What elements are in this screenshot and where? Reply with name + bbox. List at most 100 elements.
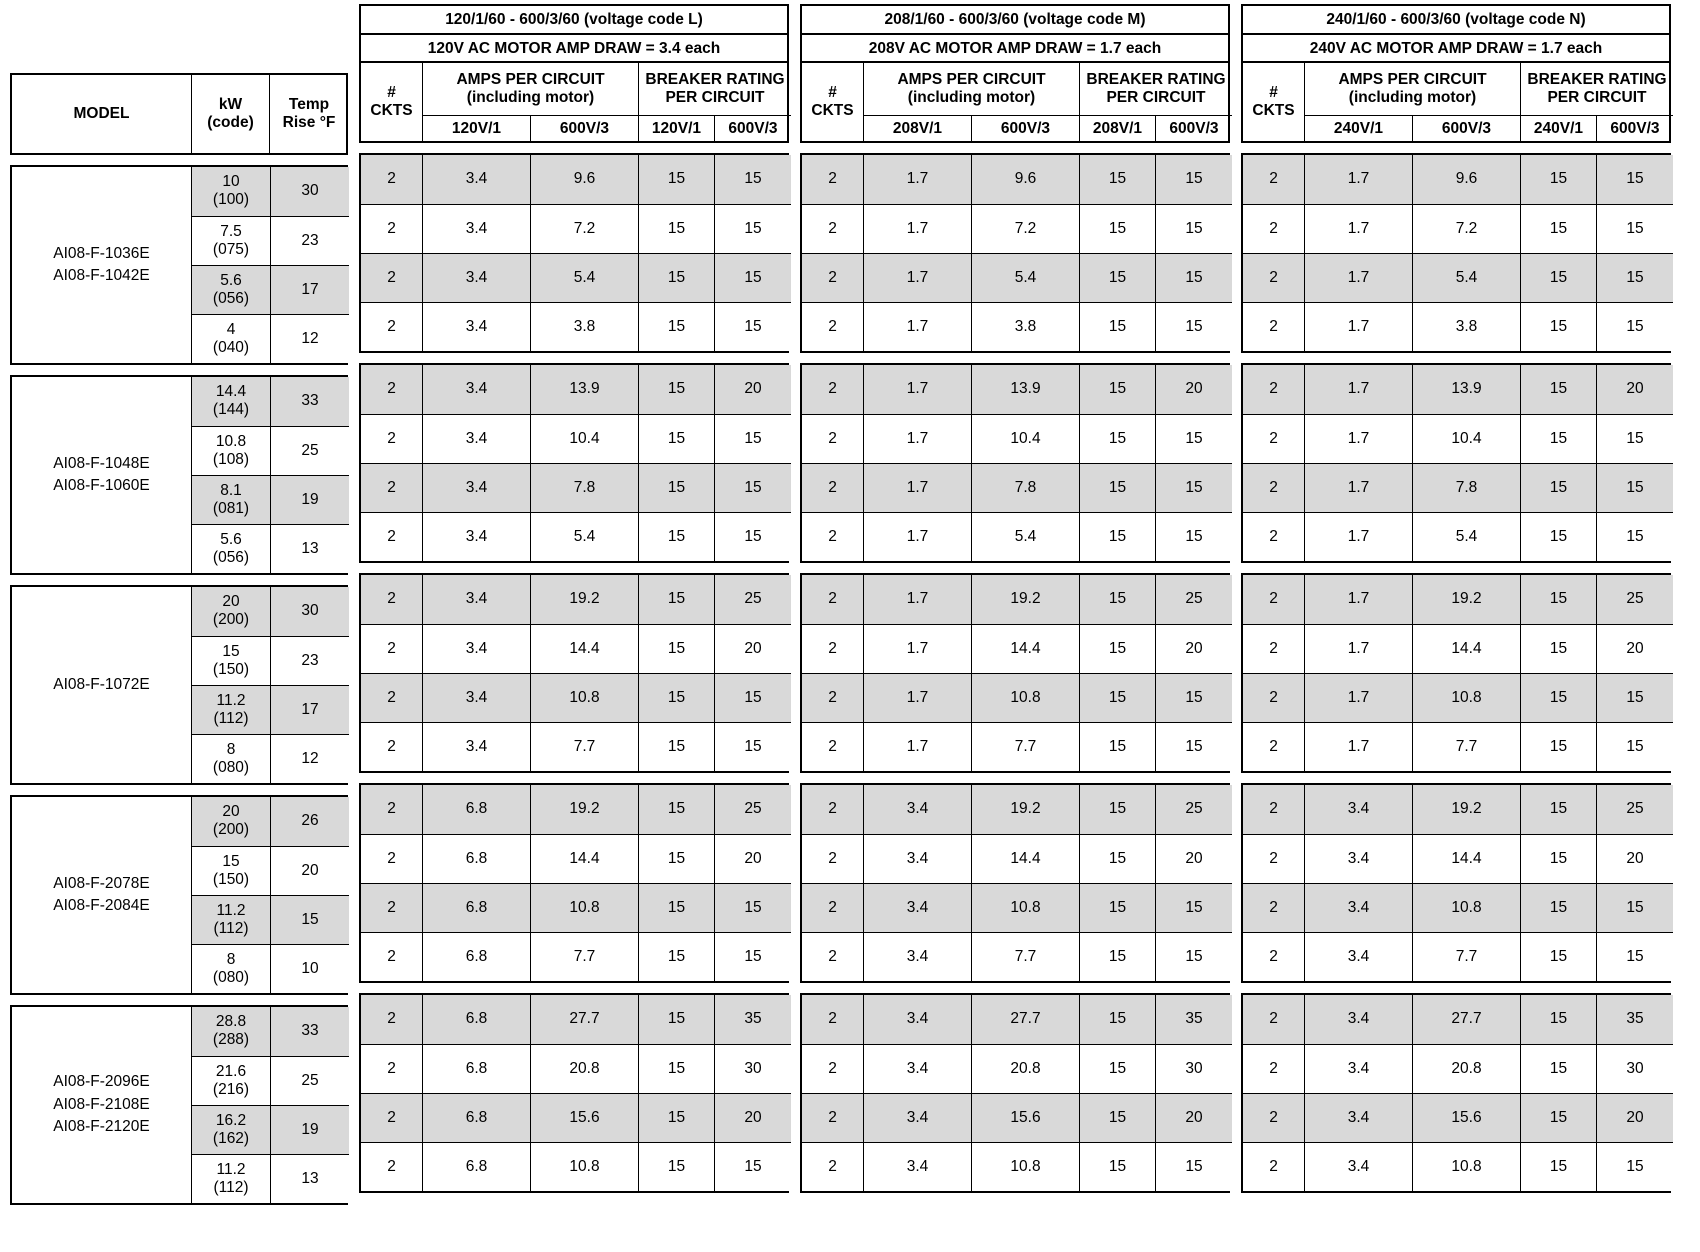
table-row: 2 3.4 20.8 15 30: [802, 1044, 1232, 1093]
table-row: 2 3.4 13.9 15 20: [361, 365, 791, 414]
model-name-cell: AI08-F-2096E AI08-F-2108E AI08-F-2120E: [12, 1007, 192, 1203]
table-row: 2 1.7 7.7 15 15: [802, 722, 1232, 771]
breaker-single-phase-cell: 15: [639, 365, 715, 414]
table-row: 2 3.4 7.7 15 15: [802, 932, 1232, 981]
num-ckts-cell: 2: [1243, 302, 1305, 351]
amps-single-phase-cell: 1.7: [1305, 512, 1413, 561]
table-row: 2 3.4 10.8 15 15: [1243, 1142, 1673, 1191]
left-header-frame: MODEL kW (code) Temp Rise °F: [10, 73, 348, 155]
table-row: 2 1.7 14.4 15 20: [802, 624, 1232, 673]
header-amps-per-circuit: AMPS PER CIRCUIT (including motor): [423, 63, 639, 117]
amps-three-phase-cell: 19.2: [1413, 785, 1521, 834]
num-ckts-cell: 2: [802, 365, 864, 414]
kw-column: 10 (100) 7.5 (075) 5.6 (056) 4 (040): [192, 167, 271, 363]
amps-three-phase-cell: 9.6: [1413, 155, 1521, 204]
amps-single-phase-cell: 1.7: [864, 365, 972, 414]
group-gutter: [1241, 773, 1671, 783]
table-row: 2 1.7 7.8 15 15: [1243, 463, 1673, 512]
breaker-three-phase-cell: 15: [1156, 253, 1232, 302]
header-ckts-line1: #: [1269, 84, 1278, 102]
kw-cell: 8.1 (081): [192, 474, 270, 524]
model-name: AI08-F-1060E: [53, 477, 150, 494]
breaker-single-phase-cell: 15: [639, 302, 715, 351]
kw-code: (112): [213, 709, 249, 727]
table-row: 2 3.4 20.8 15 30: [1243, 1044, 1673, 1093]
header-sub-breaker-three: 600V/3: [728, 119, 778, 137]
model-group-4: AI08-F-2078E AI08-F-2084E 20 (200) 15 (150) 11…: [10, 795, 349, 995]
table-row: 2 3.4 10.8 15 15: [1243, 883, 1673, 932]
num-ckts-cell: 2: [1243, 575, 1305, 624]
breaker-single-phase-cell: 15: [1521, 1093, 1597, 1142]
num-ckts-cell: 2: [361, 1142, 423, 1191]
breaker-three-phase-cell: 20: [1156, 1093, 1232, 1142]
breaker-single-phase-cell: 15: [1080, 414, 1156, 463]
breaker-single-phase-cell: 15: [639, 995, 715, 1044]
table-row: 2 1.7 3.8 15 15: [802, 302, 1232, 351]
amps-single-phase-cell: 1.7: [864, 155, 972, 204]
num-ckts-cell: 2: [1243, 414, 1305, 463]
header-ckts-line2: CKTS: [1252, 102, 1295, 119]
header-breaker-line1: BREAKER RATING: [1086, 71, 1226, 89]
amps-three-phase-cell: 10.4: [1413, 414, 1521, 463]
num-ckts-cell: 2: [1243, 365, 1305, 414]
amps-three-phase-cell: 10.8: [1413, 883, 1521, 932]
header-row-titles: AMPS PER CIRCUIT (including motor) BREAKER…: [864, 63, 1232, 117]
amps-single-phase-cell: 1.7: [1305, 673, 1413, 722]
breaker-three-phase-cell: 35: [715, 995, 791, 1044]
temp-rise-cell: 13: [271, 1153, 349, 1203]
voltage-header-240v: # CKTS AMPS PER CIRCUIT (including motor) BR…: [1241, 61, 1673, 143]
temp-rise-cell: 17: [271, 684, 349, 734]
group-gutter: [800, 143, 1230, 153]
header-breaker-rating: BREAKER RATING PER CIRCUIT: [1080, 63, 1232, 117]
amps-single-phase-cell: 1.7: [864, 253, 972, 302]
table-row: 2 6.8 20.8 15 30: [361, 1044, 791, 1093]
breaker-three-phase-cell: 15: [715, 414, 791, 463]
amps-single-phase-cell: 6.8: [423, 1142, 531, 1191]
voltage-block-240v: 240/1/60 - 600/3/60 (voltage code N) 240V…: [1241, 4, 1673, 1205]
num-ckts-cell: 2: [802, 995, 864, 1044]
breaker-single-phase-cell: 15: [1521, 414, 1597, 463]
breaker-three-phase-cell: 35: [1156, 995, 1232, 1044]
amps-three-phase-cell: 20.8: [972, 1044, 1080, 1093]
breaker-single-phase-cell: 15: [1080, 1142, 1156, 1191]
amps-single-phase-cell: 6.8: [423, 883, 531, 932]
kw-code: (040): [212, 338, 250, 356]
table-row: 2 3.4 7.7 15 15: [1243, 932, 1673, 981]
header-amps-line2: (including motor): [907, 89, 1036, 107]
kw-code: (080): [212, 758, 250, 776]
temp-rise-cell: 33: [271, 377, 349, 426]
kw-cell: 28.8 (288): [192, 1007, 270, 1056]
voltage-banner-240v: 240/1/60 - 600/3/60 (voltage code N) 240V…: [1241, 4, 1671, 61]
num-ckts-cell: 2: [802, 1044, 864, 1093]
breaker-three-phase-cell: 15: [1156, 932, 1232, 981]
header-amps-line1: AMPS PER CIRCUIT: [456, 71, 605, 89]
amps-three-phase-cell: 19.2: [972, 785, 1080, 834]
table-row: 2 1.7 5.4 15 15: [1243, 512, 1673, 561]
amps-three-phase-cell: 27.7: [531, 995, 639, 1044]
kw-value: 7.5: [220, 222, 242, 240]
breaker-three-phase-cell: 15: [1156, 155, 1232, 204]
kw-code: (080): [212, 968, 250, 986]
model-name-cell: AI08-F-1072E: [12, 587, 192, 783]
breaker-three-phase-cell: 15: [1597, 512, 1673, 561]
breaker-three-phase-cell: 15: [715, 302, 791, 351]
breaker-single-phase-cell: 15: [1521, 1044, 1597, 1093]
amps-three-phase-cell: 15.6: [972, 1093, 1080, 1142]
breaker-three-phase-cell: 15: [715, 722, 791, 771]
breaker-three-phase-cell: 15: [1156, 1142, 1232, 1191]
breaker-three-phase-cell: 20: [1597, 365, 1673, 414]
breaker-single-phase-cell: 15: [1080, 512, 1156, 561]
num-ckts-cell: 2: [361, 932, 423, 981]
kw-value: 15: [222, 642, 240, 660]
amps-three-phase-cell: 9.6: [531, 155, 639, 204]
temp-rise-cell: 30: [271, 167, 349, 216]
num-ckts-cell: 2: [361, 365, 423, 414]
amps-three-phase-cell: 10.8: [1413, 1142, 1521, 1191]
breaker-single-phase-cell: 15: [1080, 575, 1156, 624]
amps-three-phase-cell: 7.2: [972, 204, 1080, 253]
table-row: 2 1.7 14.4 15 20: [1243, 624, 1673, 673]
breaker-single-phase-cell: 15: [1080, 302, 1156, 351]
kw-code: (100): [212, 191, 250, 209]
voltage-banner-line2: 208V AC MOTOR AMP DRAW = 1.7 each: [802, 32, 1228, 62]
num-ckts-cell: 2: [802, 1093, 864, 1142]
